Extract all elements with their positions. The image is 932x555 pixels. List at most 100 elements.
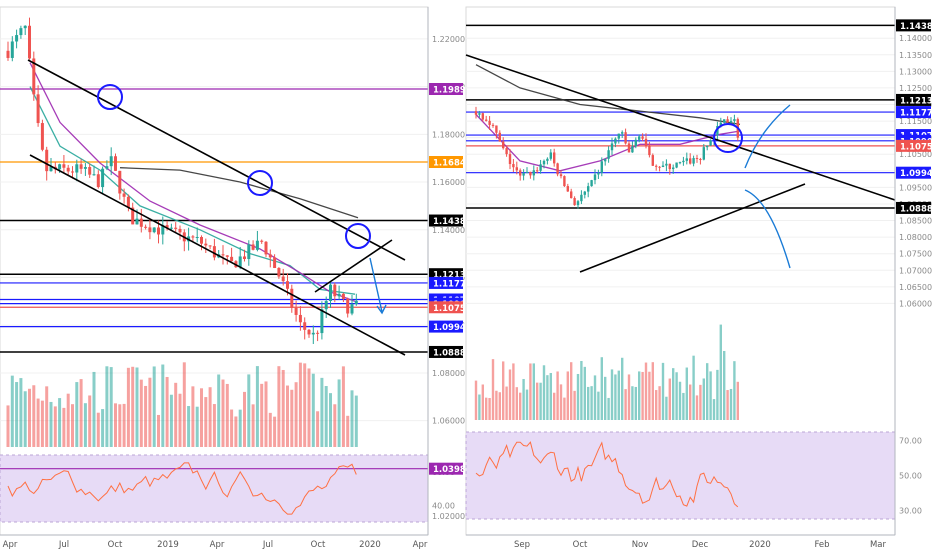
volume-bar — [49, 401, 53, 447]
candle-body — [485, 119, 488, 121]
price-level-label-box — [429, 345, 463, 358]
candle-body — [277, 268, 281, 277]
candle-body — [79, 164, 83, 169]
volume-bar — [174, 382, 178, 447]
candle-body — [553, 152, 556, 164]
x-tick-label: Sep — [514, 540, 530, 550]
candle-body — [678, 162, 682, 164]
candle-body — [71, 171, 74, 173]
volume-bar — [661, 362, 665, 420]
candle-body — [191, 236, 195, 238]
price-level-label-box — [429, 301, 463, 314]
candle-body — [655, 165, 658, 167]
price-level-label-box — [896, 139, 931, 152]
volume-bar — [525, 389, 529, 420]
candle-body — [699, 158, 702, 160]
candle-body — [651, 155, 654, 166]
volume-bar — [324, 386, 328, 447]
y-tick-label: 1.07500 — [899, 250, 932, 259]
candle-body — [281, 276, 285, 282]
volume-bar — [350, 390, 354, 447]
candle-body — [208, 245, 212, 247]
volume-bar — [600, 357, 603, 420]
volume-bar — [32, 385, 36, 447]
candle-body — [118, 170, 122, 194]
volume-bar — [10, 375, 14, 447]
volume-bar — [624, 389, 627, 420]
volume-bar — [549, 372, 552, 420]
candle-body — [101, 168, 105, 188]
y-tick-label: 1.18000 — [432, 130, 465, 139]
candle-body — [689, 158, 692, 164]
x-tick-label: Jul — [58, 540, 69, 550]
candle-body — [268, 254, 272, 258]
volume-bar — [337, 379, 341, 447]
volume-bar — [672, 368, 675, 420]
candle-body — [590, 180, 593, 187]
volume-bar — [485, 397, 488, 420]
trendline — [27, 59, 406, 261]
touch-circle-annotation — [713, 123, 743, 153]
volume-bar — [614, 374, 617, 420]
volume-bar — [36, 398, 40, 447]
candle-body — [539, 164, 542, 171]
candle-body — [58, 164, 62, 170]
candle-body — [587, 186, 590, 192]
volume-bar — [92, 371, 96, 447]
candle-body — [488, 120, 491, 125]
y-tick-label: 1.08000 — [432, 369, 465, 378]
price-level-label-box — [429, 214, 463, 227]
candle-body — [131, 207, 135, 225]
volume-bar — [522, 378, 525, 420]
y-tick-label: 1.09500 — [899, 183, 932, 192]
price-level-label: 1.08880 — [433, 348, 472, 358]
volume-bar — [692, 355, 695, 420]
candle-body — [519, 170, 522, 176]
candle-body — [225, 255, 229, 257]
volume-bar — [607, 397, 610, 420]
y-tick-label: 1.08000 — [899, 233, 932, 242]
volume-bar — [519, 392, 522, 420]
candle-body — [529, 171, 532, 176]
candle-body — [19, 28, 23, 36]
candle-body — [286, 281, 289, 289]
price-level-label: 1.14387 — [433, 217, 472, 227]
volume-bar — [478, 394, 481, 420]
volume-bar — [144, 385, 148, 447]
candle-body — [536, 170, 539, 172]
candle-body — [88, 167, 92, 175]
candle-body — [341, 293, 345, 299]
candle-body — [505, 148, 508, 155]
candle-body — [658, 166, 661, 168]
projection-path — [376, 304, 387, 315]
candle-body — [522, 172, 525, 176]
x-tick-label: Oct — [311, 540, 326, 550]
candle-body — [40, 123, 44, 150]
candle-body — [695, 158, 699, 160]
volume-bar — [716, 369, 719, 420]
candle-body — [96, 174, 100, 188]
volume-bar — [712, 399, 716, 420]
candle-body — [648, 145, 651, 156]
candle-body — [260, 240, 264, 242]
candle-body — [566, 186, 569, 192]
candle-body — [624, 132, 627, 144]
volume-bar — [75, 382, 79, 447]
volume-bar — [512, 363, 515, 420]
volume-bar — [651, 362, 654, 420]
volume-bar — [19, 378, 23, 447]
candle-body — [28, 25, 31, 59]
candle-body — [169, 227, 173, 229]
price-level-label: 1.10753 — [433, 304, 472, 314]
price-level-label: 1.09943 — [900, 169, 932, 179]
candle-body — [204, 243, 208, 246]
volume-bar — [341, 366, 345, 447]
candle-body — [474, 111, 478, 115]
candle-body — [311, 332, 315, 335]
volume-bar — [101, 409, 105, 447]
volume-bar — [536, 382, 539, 420]
volume-bar — [204, 397, 208, 447]
price-level-label: 1.12138 — [433, 271, 472, 281]
volume-bar — [165, 376, 169, 447]
volume-bar — [515, 387, 518, 420]
